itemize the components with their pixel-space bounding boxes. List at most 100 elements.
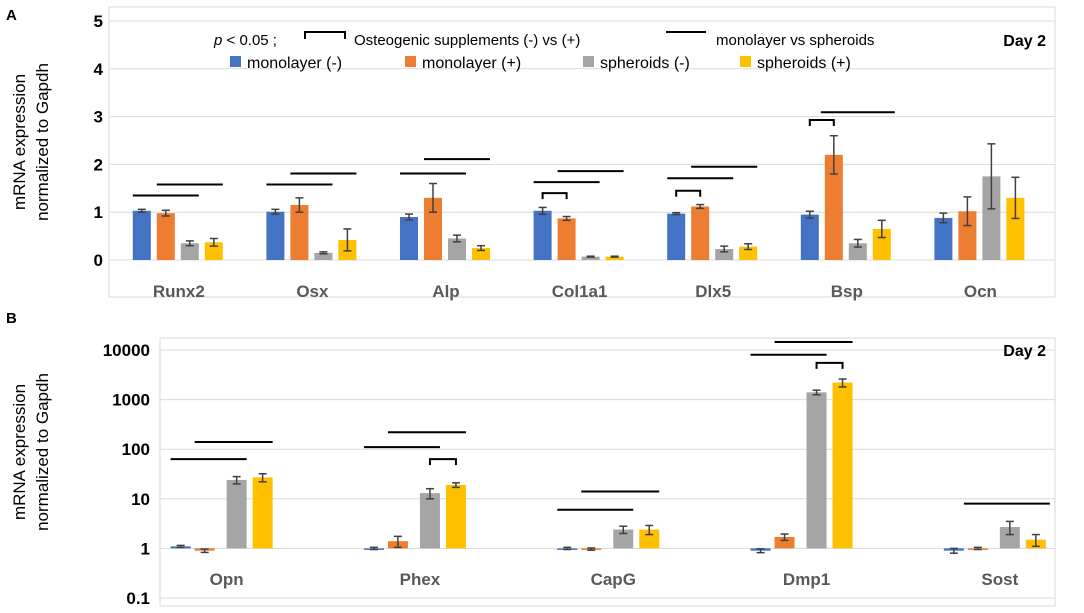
y-tick-label: 0 [94, 251, 103, 270]
panel-b-xaxis: Opn Phex CapG Dmp1 Sost [210, 570, 1019, 589]
legend-label-spheroids-plus: spheroids (+) [757, 55, 851, 72]
bar-spheroids-plus [832, 382, 853, 549]
bar-monolayer-plus [424, 197, 442, 260]
panel-b-frame [159, 337, 1056, 607]
y-tick-label: 1000 [112, 391, 150, 410]
panel-b-ylabel: mRNA expression normalized to Gapdh [10, 373, 52, 531]
panel-a-ylabel: mRNA expression normalized to Gapdh [10, 63, 52, 221]
panel-b-significance [170, 340, 1050, 511]
bar-spheroids-minus [226, 479, 247, 549]
panel-a-xaxis: Runx2 Osx Alp Col1a1 Dlx5 Bsp Ocn [153, 282, 997, 301]
y-tick-label: 4 [94, 60, 104, 79]
bar-monolayer-minus [400, 216, 418, 260]
bar-monolayer-minus [800, 214, 819, 260]
legend-bracket-text: Osteogenic supplements (-) vs (+) [354, 32, 580, 49]
bar-monolayer-minus [533, 210, 552, 260]
legend-label-monolayer-minus: monolayer (-) [247, 55, 342, 72]
bar-monolayer-plus [557, 218, 576, 260]
panel-a-day-label: Day 2 [1003, 33, 1046, 50]
bar-spheroids-minus [314, 252, 333, 260]
significance-bracket [815, 361, 844, 369]
x-tick-label: Ocn [964, 282, 997, 301]
x-tick-label: Dlx5 [695, 282, 731, 301]
y-tick-label: 3 [94, 108, 103, 127]
bar-monolayer-minus [132, 210, 151, 260]
legend-bracket-icon [304, 31, 346, 39]
legend-label-monolayer-plus: monolayer (+) [422, 55, 521, 72]
y-tick-label: 2 [94, 155, 103, 174]
panel-b-bars [170, 378, 1046, 554]
y-tick-label: 10 [131, 490, 150, 509]
y-tick-label: 1 [94, 203, 103, 222]
legend-p-symbol: p [213, 32, 222, 49]
x-tick-label: Runx2 [153, 282, 205, 301]
legend-swatch-spheroids-minus [583, 56, 594, 67]
bar-monolayer-minus [266, 211, 285, 260]
bar-monolayer-plus [774, 536, 795, 549]
bar-spheroids-minus [581, 256, 600, 260]
significance-bracket [541, 192, 568, 200]
panel-a-ylabel-line2: normalized to Gapdh [33, 63, 52, 221]
panel-b-day-label: Day 2 [1003, 343, 1046, 360]
legend-line-text: monolayer vs spheroids [716, 32, 874, 49]
panel-b-yaxis: 0.1 1 10 100 1000 10000 [103, 341, 150, 608]
x-tick-label: Phex [400, 570, 441, 589]
bar-spheroids-minus [419, 493, 440, 549]
legend-label-spheroids-minus: spheroids (-) [600, 55, 690, 72]
panel-a-yaxis: 0 1 2 3 4 5 [94, 12, 104, 270]
bar-spheroids-minus [613, 529, 634, 549]
panel-b-ylabel-line2: normalized to Gapdh [33, 373, 52, 531]
legend-swatch-monolayer-minus [230, 56, 241, 67]
bar-spheroids-minus [715, 249, 734, 260]
legend-p-value: p < 0.05 ; [213, 32, 277, 49]
x-tick-label: Sost [981, 570, 1018, 589]
legend-swatch-monolayer-plus [405, 56, 416, 67]
bar-spheroids-plus [1006, 197, 1025, 260]
bar-spheroids-minus [180, 243, 199, 260]
panel-b-grid [160, 349, 1055, 599]
bar-spheroids-plus [739, 246, 758, 260]
bar-spheroids-plus [445, 484, 466, 549]
bar-monolayer-plus [290, 205, 309, 260]
significance-bracket [675, 189, 702, 197]
bar-monolayer-plus [691, 206, 710, 260]
bar-monolayer-minus [667, 213, 686, 260]
panel-a-frame [108, 6, 1056, 298]
panel-b-ylabel-line1: mRNA expression [10, 384, 29, 520]
significance-bracket [808, 118, 835, 126]
bar-spheroids-plus [605, 256, 624, 260]
x-tick-label: CapG [591, 570, 636, 589]
bar-spheroids-plus [639, 529, 660, 549]
x-tick-label: Alp [432, 282, 459, 301]
panel-a-bars [132, 134, 1025, 260]
x-tick-label: Osx [296, 282, 329, 301]
bar-monolayer-plus [824, 154, 843, 260]
x-tick-label: Col1a1 [552, 282, 608, 301]
significance-bracket [428, 458, 457, 466]
bar-spheroids-plus [872, 228, 891, 260]
x-tick-label: Dmp1 [783, 570, 830, 589]
legend-swatch-spheroids-plus [740, 56, 751, 67]
legend-p-threshold: < 0.05 ; [222, 32, 277, 49]
x-tick-label: Bsp [831, 282, 863, 301]
y-tick-label: 0.1 [126, 589, 150, 608]
panel-a-label: A [6, 7, 17, 24]
bar-spheroids-minus [982, 176, 1001, 260]
panel-a-significance [132, 111, 895, 200]
bar-monolayer-plus [958, 211, 977, 260]
x-tick-label: Opn [210, 570, 244, 589]
bar-spheroids-plus [472, 248, 490, 260]
bar-spheroids-plus [204, 242, 223, 260]
legend: p < 0.05 ; Osteogenic supplements (-) vs… [213, 31, 874, 72]
y-tick-label: 100 [122, 440, 150, 459]
y-tick-label: 1 [141, 539, 150, 558]
bar-spheroids-minus [999, 527, 1020, 549]
bar-spheroids-minus [806, 392, 827, 549]
panel-b-label: B [6, 310, 17, 327]
panel-a-ylabel-line1: mRNA expression [10, 74, 29, 210]
bar-monolayer-minus [934, 217, 953, 260]
bar-spheroids-plus [252, 477, 273, 549]
bar-spheroids-minus [448, 238, 466, 260]
y-tick-label: 5 [94, 12, 103, 31]
